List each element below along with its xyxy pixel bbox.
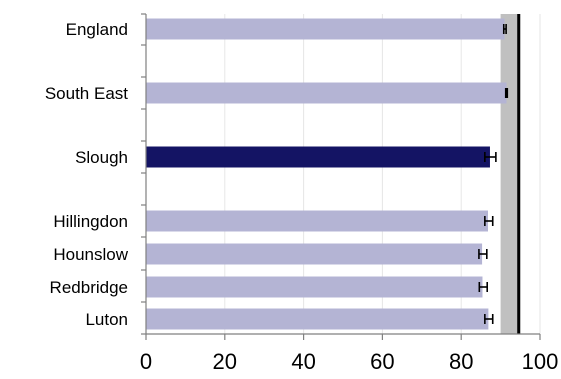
x-tick-label-60: 60 [370,349,394,374]
category-label-slough: Slough [75,148,128,167]
category-label-hounslow: Hounslow [53,245,128,264]
bar-hillingdon [146,210,488,232]
error-bar-luton [484,314,494,324]
tick-labels: 0 20 40 60 80 100 [140,349,558,374]
target-band-group [500,14,521,334]
x-tick-label-80: 80 [449,349,473,374]
category-label-redbridge: Redbridge [50,278,128,297]
category-label-south-east: South East [45,84,128,103]
bar-redbridge [146,276,483,298]
error-bar-redbridge [478,282,489,292]
bar-south-east [146,82,507,104]
bar-luton [146,308,489,330]
error-bar-slough [484,152,497,162]
error-bar-hillingdon [484,216,494,226]
x-tick-label-100: 100 [522,349,559,374]
bar-hounslow [146,243,483,265]
bars-group [146,18,507,330]
error-bar-hounslow [478,249,488,259]
error-bar-england [502,24,507,34]
bar-england [146,18,505,40]
error-bars-group [478,24,509,324]
category-label-england: England [66,20,128,39]
category-label-luton: Luton [85,310,128,329]
category-label-hillingdon: Hillingdon [53,212,128,231]
x-tick-label-40: 40 [291,349,315,374]
category-labels: England South East Slough Hillingdon Hounslo… [45,20,129,329]
x-tick-label-0: 0 [140,349,152,374]
axes-group [141,13,541,340]
bar-slough [146,146,490,168]
x-tick-label-20: 20 [213,349,237,374]
error-bar-south-east [504,88,509,98]
